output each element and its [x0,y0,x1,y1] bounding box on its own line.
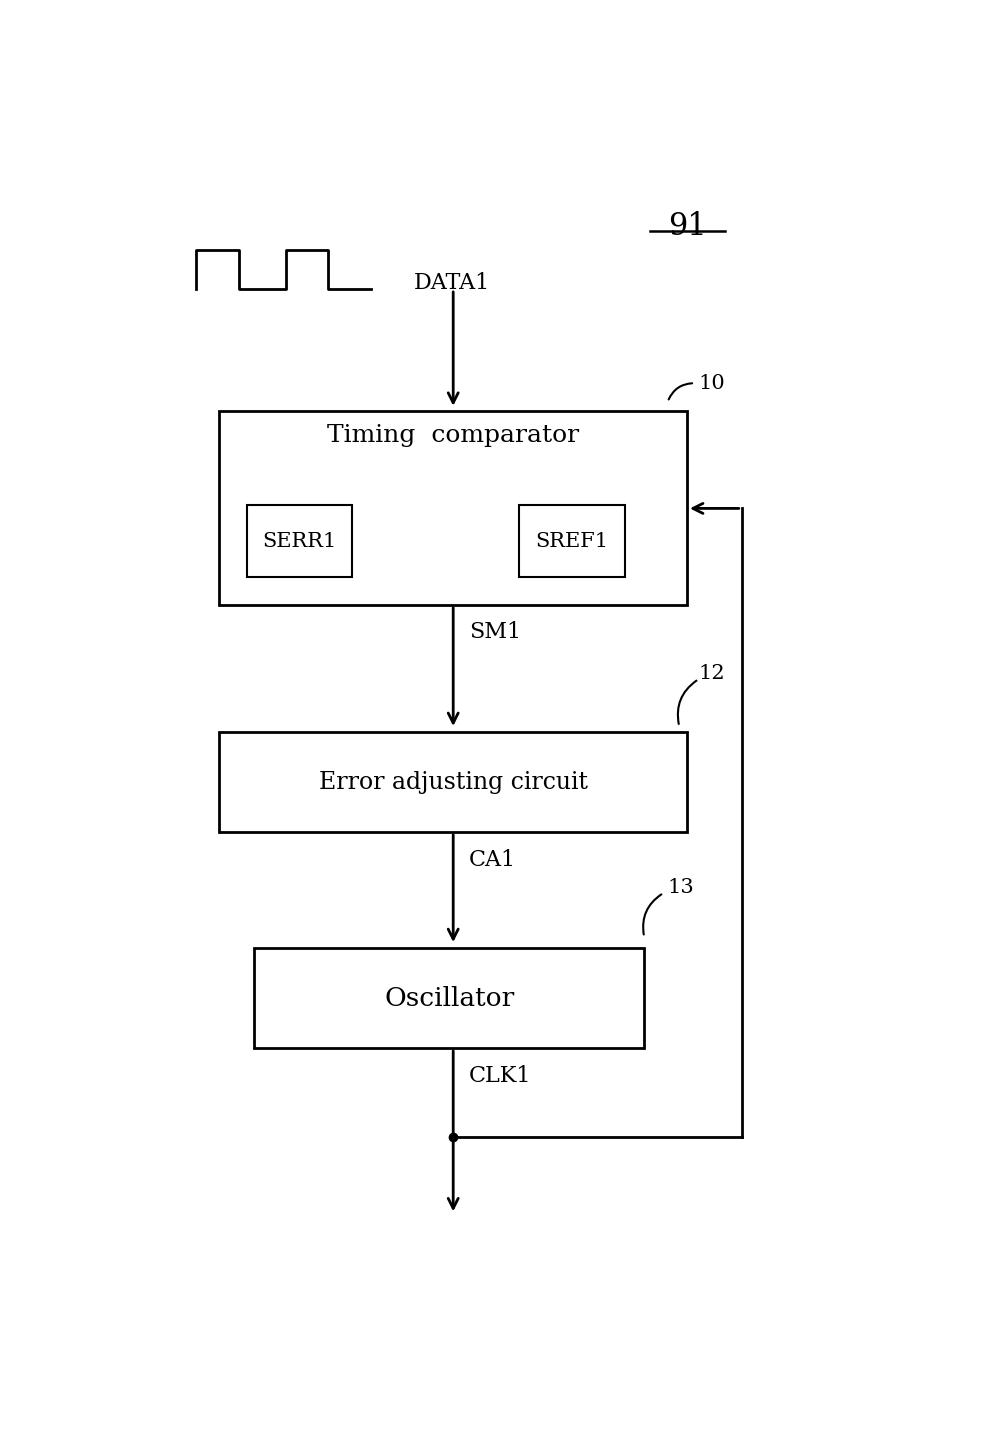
Bar [255,948,644,1048]
Text: 91: 91 [668,212,706,242]
Text: SERR1: SERR1 [262,531,336,551]
Text: 12: 12 [699,663,725,684]
Text: Error adjusting circuit: Error adjusting circuit [319,771,588,793]
Bar [219,732,687,832]
Text: 10: 10 [699,374,725,393]
Bar [246,505,352,577]
Text: SM1: SM1 [469,622,521,643]
Bar [519,505,625,577]
Text: SREF1: SREF1 [535,531,609,551]
Bar [219,412,687,604]
Text: DATA1: DATA1 [414,272,491,295]
Text: CLK1: CLK1 [469,1065,531,1086]
Text: Timing  comparator: Timing comparator [327,425,579,448]
Text: 13: 13 [668,878,694,896]
Text: Oscillator: Oscillator [384,986,514,1010]
Text: CA1: CA1 [469,849,516,871]
